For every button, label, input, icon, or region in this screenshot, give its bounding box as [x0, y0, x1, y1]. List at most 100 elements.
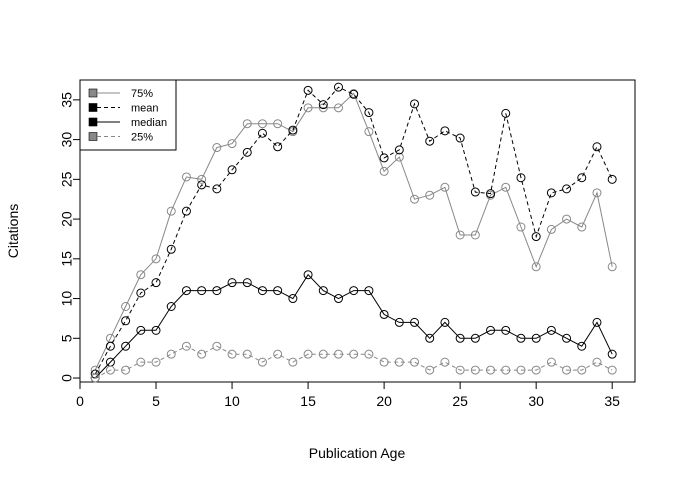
y-tick-label: 35: [59, 92, 75, 108]
x-tick-label: 30: [528, 393, 544, 409]
data-point: [197, 349, 207, 359]
series-line: [94, 273, 613, 379]
data-point: [455, 365, 465, 375]
data-point: [242, 278, 252, 288]
data-point: [592, 142, 602, 152]
data-point: [379, 357, 389, 367]
x-tick-label: 10: [224, 393, 240, 409]
y-tick-label: 20: [59, 211, 75, 227]
data-point: [562, 365, 572, 375]
data-point: [379, 166, 389, 176]
series-line: [94, 86, 613, 375]
data-point: [486, 325, 496, 335]
data-point: [333, 82, 343, 92]
y-tick-label: 0: [59, 374, 75, 382]
data-point: [105, 365, 115, 375]
legend-item: median: [88, 117, 167, 129]
data-point: [151, 254, 161, 264]
data-point: [212, 143, 222, 153]
data-point: [501, 108, 511, 118]
y-axis-label: Citations: [5, 204, 21, 258]
legend-label: median: [131, 117, 167, 129]
data-point: [257, 286, 267, 296]
data-point: [410, 99, 420, 109]
data-point: [121, 316, 131, 326]
data-point: [212, 184, 222, 194]
data-point: [562, 333, 572, 343]
data-point: [166, 349, 176, 359]
data-point: [318, 103, 328, 113]
legend-item: 25%: [88, 132, 153, 144]
data-point: [303, 103, 313, 113]
data-point: [607, 365, 617, 375]
legend-items: 75% mean median 25%: [88, 88, 167, 144]
data-point: [136, 270, 146, 280]
data-point: [394, 152, 404, 162]
data-point: [516, 333, 526, 343]
data-point: [364, 108, 374, 118]
data-point: [546, 188, 556, 198]
data-point: [410, 357, 420, 367]
data-point: [455, 230, 465, 240]
data-point: [349, 349, 359, 359]
data-point: [531, 232, 541, 242]
series-layer: [90, 82, 617, 383]
data-point: [607, 349, 617, 359]
x-axis: 0 5 10 15 20 25 30 35: [76, 381, 620, 409]
data-point: [197, 286, 207, 296]
data-point: [577, 365, 587, 375]
data-point: [333, 103, 343, 113]
legend-swatch: [88, 103, 98, 112]
legend-label: mean: [131, 103, 159, 115]
data-point: [440, 357, 450, 367]
data-point: [227, 349, 237, 359]
data-point: [90, 373, 100, 383]
data-point: [227, 278, 237, 288]
data-point: [197, 180, 207, 190]
data-point: [394, 317, 404, 327]
data-point: [486, 365, 496, 375]
data-point: [257, 357, 267, 367]
legend-swatch: [88, 88, 98, 98]
series-mean: [90, 82, 617, 379]
data-point: [318, 286, 328, 296]
data-point: [470, 365, 480, 375]
data-point: [455, 333, 465, 343]
x-axis-label: Publication Age: [309, 445, 406, 461]
data-point: [333, 294, 343, 304]
data-point: [531, 365, 541, 375]
y-tick-label: 30: [59, 132, 75, 148]
data-point: [501, 365, 511, 375]
series-line: [94, 92, 613, 371]
data-point: [516, 222, 526, 232]
data-point: [197, 174, 207, 184]
data-point: [410, 317, 420, 327]
data-point: [546, 325, 556, 335]
data-point: [303, 349, 313, 359]
data-point: [288, 294, 298, 304]
x-tick-label: 25: [452, 393, 468, 409]
data-point: [121, 341, 131, 351]
data-point: [364, 349, 374, 359]
data-point: [546, 224, 556, 234]
data-point: [273, 349, 283, 359]
data-point: [425, 333, 435, 343]
data-point: [501, 325, 511, 335]
data-point: [516, 365, 526, 375]
x-tick-label: 20: [376, 393, 392, 409]
data-point: [181, 206, 191, 216]
data-point: [303, 85, 313, 95]
data-point: [531, 333, 541, 343]
data-point: [470, 333, 480, 343]
x-tick-label: 35: [604, 393, 620, 409]
data-point: [257, 128, 267, 138]
y-tick-label: 15: [59, 251, 75, 267]
data-point: [166, 244, 176, 254]
data-point: [181, 286, 191, 296]
data-point: [349, 286, 359, 296]
data-point: [607, 262, 617, 272]
data-point: [394, 357, 404, 367]
data-point: [288, 125, 298, 135]
data-point: [501, 182, 511, 192]
